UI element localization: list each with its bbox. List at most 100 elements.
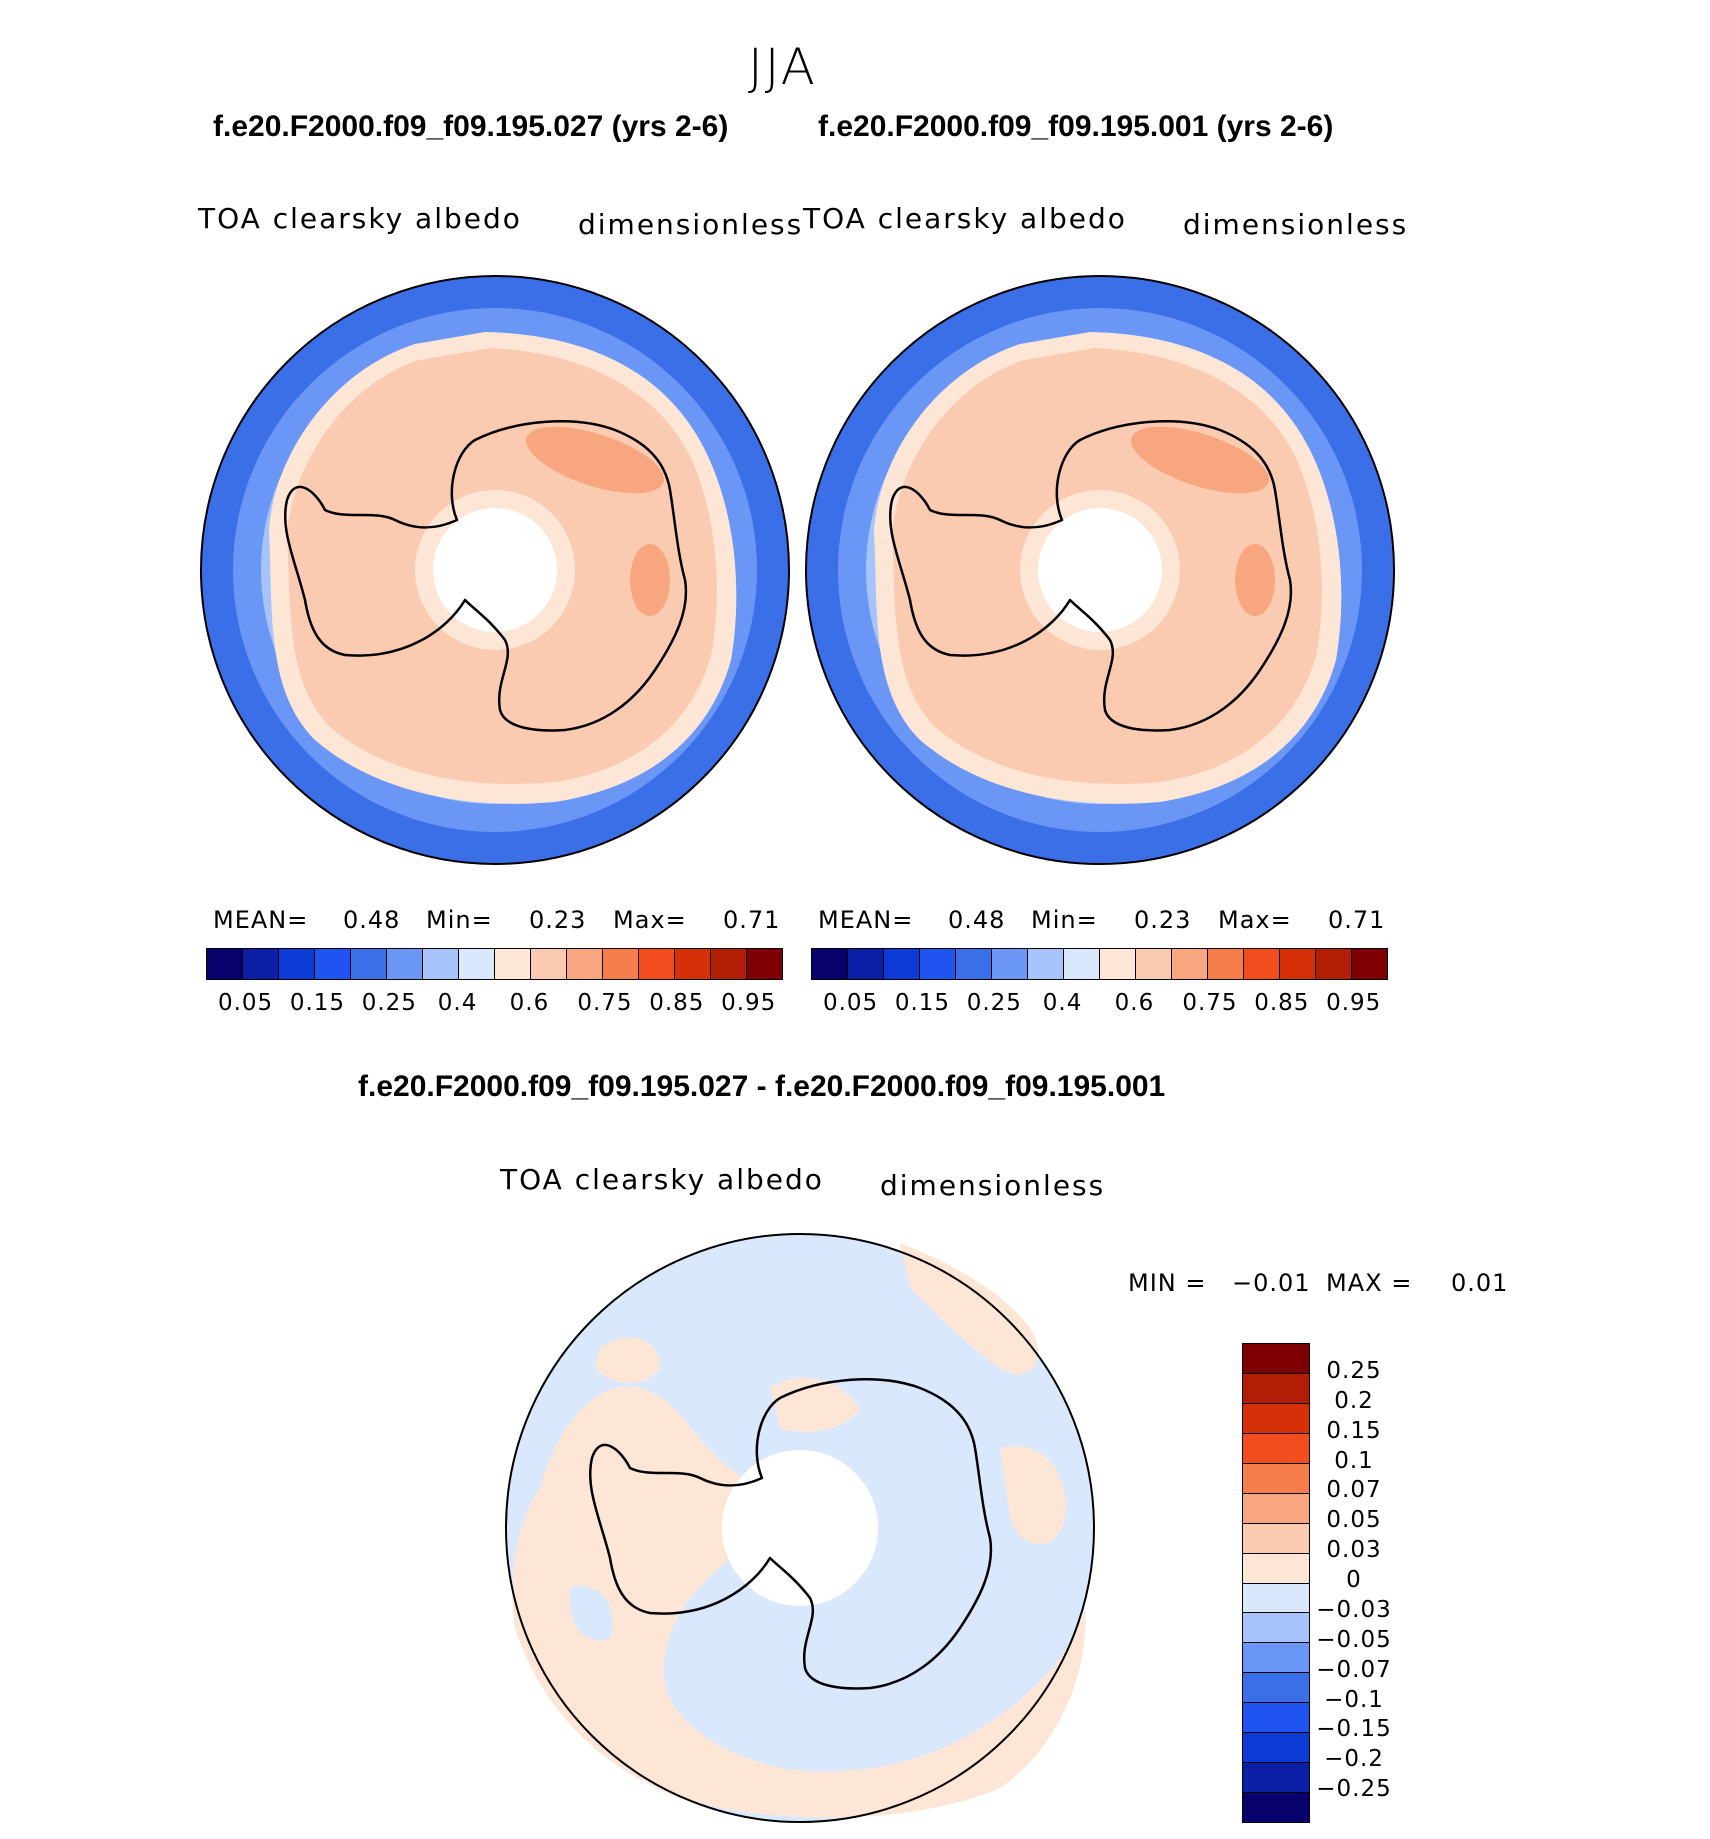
colorbar-tick-label: 0.75 [1182, 990, 1238, 1016]
colorbar-swatch [567, 949, 603, 979]
colorbar-tick-label: 0.15 [894, 990, 951, 1016]
colorbar-swatch [1243, 1703, 1309, 1734]
colorbar-swatch [1244, 949, 1280, 979]
colorbar-tick-label: 0.07 [1326, 1477, 1382, 1504]
colorbar-tick-label: −0.2 [1324, 1746, 1384, 1773]
season-title: JJA [748, 38, 817, 96]
panel-2-min-label: Min= [1031, 906, 1098, 934]
diff-polar-map [505, 1233, 1095, 1823]
diff-max-value: 0.01 [1451, 1269, 1509, 1297]
panel-2-case-title: f.e20.F2000.f09_f09.195.001 (yrs 2-6) [818, 110, 1334, 143]
colorbar-swatch [207, 949, 243, 979]
colorbar-swatch [1208, 949, 1244, 979]
colorbar-swatch [1243, 1673, 1309, 1704]
diff-title: f.e20.F2000.f09_f09.195.027 - f.e20.F200… [358, 1070, 1166, 1103]
panel-1-units-label: dimensionless [578, 208, 804, 241]
diff-colorbar [1242, 1343, 1310, 1823]
panel-2-polar-map [805, 275, 1395, 865]
colorbar-swatch [1316, 949, 1352, 979]
colorbar-swatch [1100, 949, 1136, 979]
colorbar-tick-label: 0.95 [1326, 990, 1382, 1016]
panel-2-mean-label: MEAN= [818, 906, 914, 934]
colorbar-tick-label: 0.85 [649, 990, 705, 1016]
colorbar-tick-label: −0.15 [1316, 1716, 1392, 1743]
panel-1-max-value: 0.71 [723, 906, 781, 934]
colorbar-swatch [747, 949, 782, 979]
colorbar-swatch [1243, 1493, 1309, 1524]
diff-variable-label: TOA clearsky albedo [500, 1163, 824, 1196]
panel-1-min-value: 0.23 [529, 906, 587, 934]
colorbar-swatch [711, 949, 747, 979]
panel-2-colorbar [811, 948, 1388, 980]
colorbar-swatch [675, 949, 711, 979]
panel-1-mean-label: MEAN= [213, 906, 309, 934]
colorbar-tick-label: −0.1 [1324, 1686, 1384, 1713]
colorbar-swatch [1243, 1553, 1309, 1584]
colorbar-tick-label: 0.03 [1326, 1537, 1382, 1564]
colorbar-swatch [243, 949, 279, 979]
colorbar-swatch [1136, 949, 1172, 979]
panel-1-variable-label: TOA clearsky albedo [198, 202, 522, 235]
colorbar-swatch [1243, 1433, 1309, 1464]
colorbar-swatch [1243, 1643, 1309, 1674]
colorbar-swatch [812, 949, 848, 979]
colorbar-tick-label: 0.4 [437, 990, 478, 1016]
colorbar-swatch [351, 949, 387, 979]
panel-2-max-label: Max= [1218, 906, 1292, 934]
panel-2-units-label: dimensionless [1183, 208, 1409, 241]
colorbar-swatch [920, 949, 956, 979]
colorbar-tick-label: −0.07 [1316, 1656, 1392, 1683]
colorbar-tick-label: 0.2 [1334, 1387, 1374, 1414]
panel-1-case-title: f.e20.F2000.f09_f09.195.027 (yrs 2-6) [213, 110, 729, 143]
colorbar-swatch [956, 949, 992, 979]
colorbar-tick-label: 0.25 [1326, 1357, 1382, 1384]
colorbar-tick-label: 0.95 [721, 990, 777, 1016]
colorbar-swatch [1172, 949, 1208, 979]
colorbar-swatch [1243, 1613, 1309, 1644]
diff-max-label: MAX = [1326, 1269, 1413, 1297]
panel-1-max-label: Max= [613, 906, 687, 934]
colorbar-swatch [1243, 1793, 1309, 1822]
colorbar-tick-label: 0.05 [1326, 1507, 1382, 1534]
colorbar-tick-label: 0.75 [577, 990, 633, 1016]
colorbar-swatch [423, 949, 459, 979]
panel-1-mean-value: 0.48 [343, 906, 401, 934]
colorbar-swatch [459, 949, 495, 979]
colorbar-swatch [531, 949, 567, 979]
colorbar-tick-label: −0.05 [1316, 1626, 1392, 1653]
panel-2-mean-value: 0.48 [948, 906, 1006, 934]
colorbar-tick-label: 0.1 [1334, 1447, 1374, 1474]
panel-2-max-value: 0.71 [1328, 906, 1386, 934]
diff-min-label: MIN = [1128, 1269, 1207, 1297]
colorbar-swatch [387, 949, 423, 979]
colorbar-swatch [1352, 949, 1387, 979]
colorbar-swatch [315, 949, 351, 979]
diff-min-value: −0.01 [1232, 1269, 1311, 1297]
colorbar-tick-label: 0.25 [361, 990, 417, 1016]
panel-1-min-label: Min= [426, 906, 493, 934]
panel-2-min-value: 0.23 [1134, 906, 1192, 934]
colorbar-swatch [603, 949, 639, 979]
colorbar-swatch [639, 949, 675, 979]
colorbar-swatch [1243, 1373, 1309, 1404]
colorbar-tick-label: 0.15 [1326, 1417, 1382, 1444]
colorbar-swatch [1064, 949, 1100, 979]
colorbar-tick-label: 0.05 [217, 990, 274, 1016]
colorbar-tick-label: 0.6 [509, 990, 550, 1016]
colorbar-swatch [848, 949, 884, 979]
colorbar-tick-label: 0.05 [822, 990, 879, 1016]
colorbar-swatch [279, 949, 315, 979]
colorbar-tick-label: 0.85 [1254, 990, 1310, 1016]
colorbar-tick-label: 0.15 [289, 990, 346, 1016]
colorbar-swatch [992, 949, 1028, 979]
colorbar-tick-label: −0.03 [1316, 1596, 1392, 1623]
colorbar-tick-label: 0.25 [966, 990, 1022, 1016]
colorbar-swatch [884, 949, 920, 979]
colorbar-swatch [1243, 1344, 1309, 1374]
colorbar-swatch [1243, 1523, 1309, 1554]
colorbar-tick-label: 0.6 [1114, 990, 1155, 1016]
diff-units-label: dimensionless [880, 1169, 1106, 1202]
colorbar-swatch [495, 949, 531, 979]
colorbar-swatch [1243, 1403, 1309, 1434]
colorbar-tick-label: 0.4 [1042, 990, 1083, 1016]
